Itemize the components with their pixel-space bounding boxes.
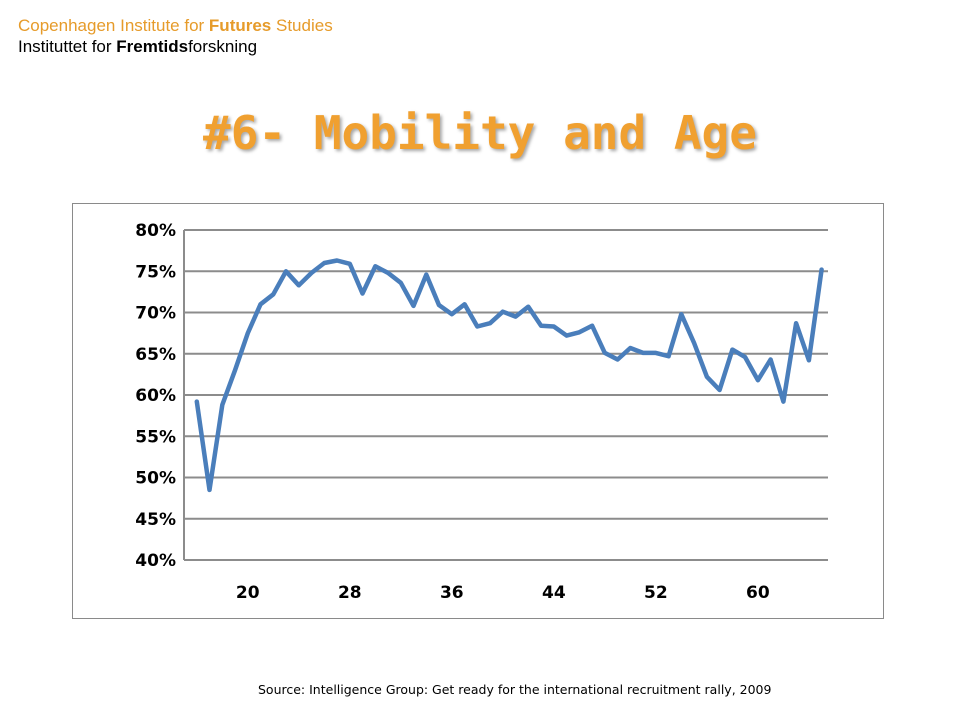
y-tick-label: 45% xyxy=(135,510,176,530)
y-tick-label: 40% xyxy=(135,551,176,571)
org-en-text-end: Studies xyxy=(271,16,333,35)
x-tick-label: 36 xyxy=(440,583,464,603)
chart-frame: 40% 45% 50% 55% 60% 65% 70% 75% 80% 20 28 36 44 52 60 xyxy=(72,203,884,619)
slide-title: #6- Mobility and Age xyxy=(203,106,757,160)
x-tick-label: 28 xyxy=(338,583,362,603)
y-tick-label: 60% xyxy=(135,386,176,406)
y-tick-label: 55% xyxy=(135,427,176,447)
x-tick-label: 52 xyxy=(644,583,668,603)
y-tick-label: 65% xyxy=(135,345,176,365)
y-tick-label: 75% xyxy=(135,262,176,282)
y-tick-label: 50% xyxy=(135,469,176,489)
org-dk-bold: Fremtids xyxy=(116,37,189,56)
org-dk-text-end: forskning xyxy=(188,37,258,56)
org-en-text: Copenhagen Institute for xyxy=(18,16,209,35)
y-tick-label: 70% xyxy=(135,304,176,324)
x-tick-label: 60 xyxy=(746,583,770,603)
source-note: Source: Intelligence Group: Get ready fo… xyxy=(258,682,772,697)
org-dk-text: Instituttet for xyxy=(18,37,117,56)
organization-name-danish: Instituttet for Fremtidsforskning xyxy=(18,36,333,57)
series-line xyxy=(194,258,824,493)
x-tick-label: 20 xyxy=(236,583,260,603)
organization-header: Copenhagen Institute for Futures Studies… xyxy=(18,15,333,57)
x-tick-label: 44 xyxy=(542,583,566,603)
org-en-bold: Futures xyxy=(208,16,272,35)
y-tick-label: 80% xyxy=(135,221,176,241)
organization-name-english: Copenhagen Institute for Futures Studies xyxy=(18,15,333,36)
line-chart: 40% 45% 50% 55% 60% 65% 70% 75% 80% 20 28 36 44 52 60 xyxy=(135,221,828,603)
